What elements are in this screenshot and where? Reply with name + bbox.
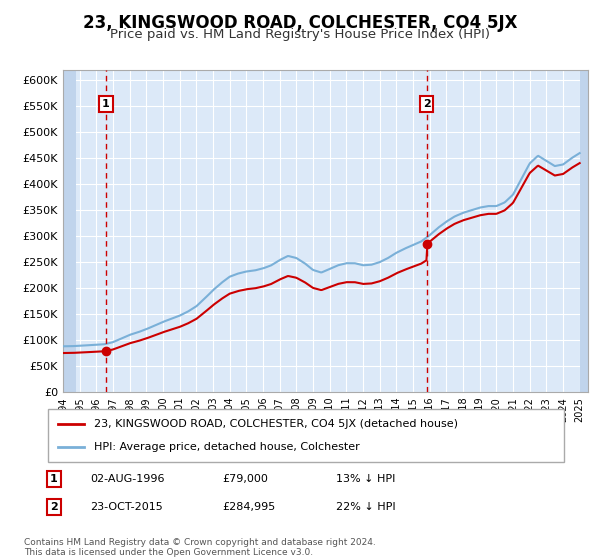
Text: 23, KINGSWOOD ROAD, COLCHESTER, CO4 5JX (detached house): 23, KINGSWOOD ROAD, COLCHESTER, CO4 5JX … (94, 419, 458, 429)
Text: 1: 1 (50, 474, 58, 484)
Text: Price paid vs. HM Land Registry's House Price Index (HPI): Price paid vs. HM Land Registry's House … (110, 28, 490, 41)
Text: 1: 1 (102, 99, 110, 109)
Text: 23, KINGSWOOD ROAD, COLCHESTER, CO4 5JX: 23, KINGSWOOD ROAD, COLCHESTER, CO4 5JX (83, 14, 517, 32)
FancyBboxPatch shape (48, 409, 564, 462)
Text: 2: 2 (50, 502, 58, 512)
Text: 02-AUG-1996: 02-AUG-1996 (90, 474, 164, 484)
Text: £284,995: £284,995 (222, 502, 275, 512)
Text: Contains HM Land Registry data © Crown copyright and database right 2024.
This d: Contains HM Land Registry data © Crown c… (24, 538, 376, 557)
Text: 22% ↓ HPI: 22% ↓ HPI (336, 502, 395, 512)
Text: 23-OCT-2015: 23-OCT-2015 (90, 502, 163, 512)
Text: 2: 2 (422, 99, 430, 109)
Text: 13% ↓ HPI: 13% ↓ HPI (336, 474, 395, 484)
Text: £79,000: £79,000 (222, 474, 268, 484)
Text: HPI: Average price, detached house, Colchester: HPI: Average price, detached house, Colc… (94, 442, 360, 452)
